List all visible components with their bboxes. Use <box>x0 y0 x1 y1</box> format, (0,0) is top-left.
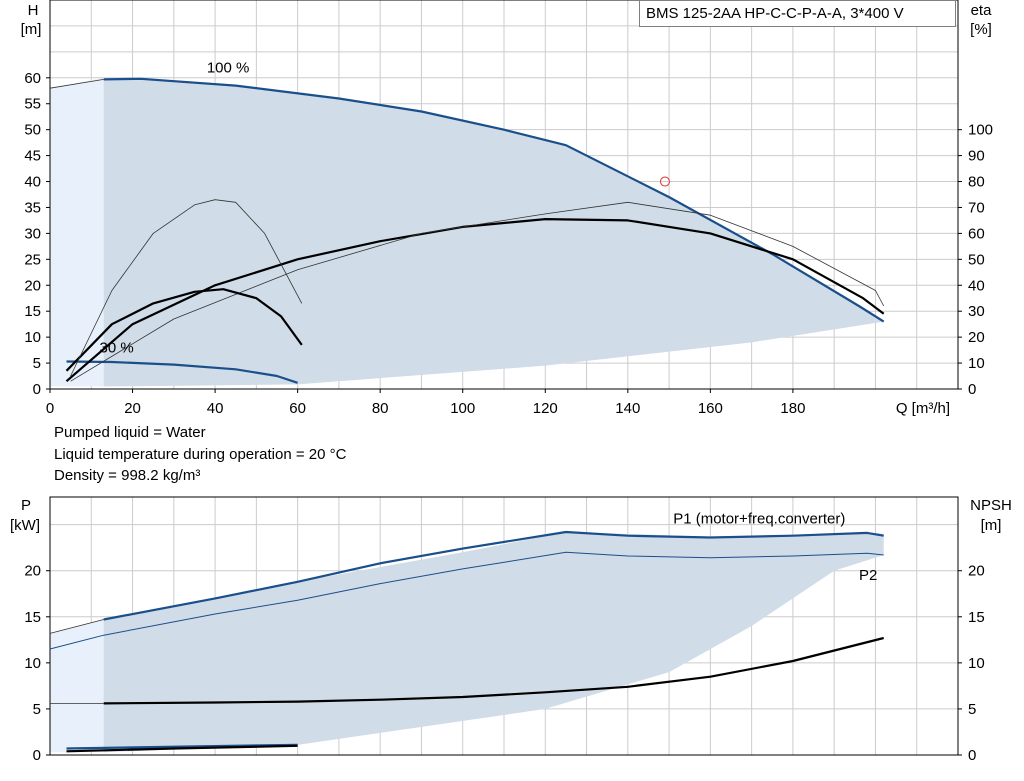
head-efficiency-xtick-label: 40 <box>207 400 224 417</box>
head-efficiency-ytick-label: 45 <box>24 148 41 165</box>
head-efficiency-extension-region <box>50 77 104 387</box>
power-npsh-frame <box>49 496 959 756</box>
head-efficiency-ytick-label: 35 <box>24 199 41 216</box>
power-npsh-y2tick-label: 5 <box>968 701 976 718</box>
power-npsh-y2tick-label: 10 <box>968 655 985 672</box>
head-efficiency-ylabel-line2: [m] <box>21 21 42 38</box>
power-npsh-series-p1-ext <box>49 619 104 634</box>
head-efficiency-ytick-label: 30 <box>24 225 41 242</box>
head-efficiency-ytick-label: 50 <box>24 122 41 139</box>
power-npsh-series-p2 <box>49 551 884 650</box>
head-efficiency-xtick-label: 0 <box>46 400 54 417</box>
head-efficiency-y2label-line2: [%] <box>970 21 992 38</box>
info-pumped-liquid: Pumped liquid = Water <box>54 424 206 441</box>
head-efficiency-y2tick-label: 100 <box>968 122 993 139</box>
power-npsh-series-p1 <box>103 530 884 621</box>
power-npsh-annotation-p2: P2 <box>859 567 877 584</box>
power-npsh-y2tick-label: 20 <box>968 563 985 580</box>
head-efficiency-duty-point-marker <box>659 176 670 187</box>
power-npsh-operating-range <box>103 532 884 753</box>
power-npsh-ylabel-line1: P <box>21 497 31 514</box>
head-efficiency-y2tick-label: 20 <box>968 329 985 346</box>
head-efficiency-ylabel-line1: H <box>28 2 39 19</box>
head-efficiency-xtick-label: 180 <box>780 400 805 417</box>
head-efficiency-series-h-100 <box>103 77 885 323</box>
info-liquid-temperature: Liquid temperature during operation = 20… <box>54 446 347 463</box>
head-efficiency-xtick-label: 120 <box>533 400 558 417</box>
head-efficiency-ytick-label: 5 <box>33 355 41 372</box>
head-efficiency-xtick-label: 80 <box>372 400 389 417</box>
power-npsh-annotation-p1-motor-freq-converter: P1 (motor+freq.converter) <box>673 511 845 528</box>
head-efficiency-ytick-label: 15 <box>24 303 41 320</box>
power-npsh-ytick-label: 20 <box>24 563 41 580</box>
head-efficiency-y2tick-label: 60 <box>968 225 985 242</box>
power-npsh-y2label-line1: NPSH <box>970 497 1012 514</box>
head-efficiency-series-h-100-ext <box>49 79 104 89</box>
power-npsh-series-npsh <box>103 636 884 705</box>
power-npsh-y2tick-label: 0 <box>968 747 976 764</box>
head-efficiency-y2label-line1: eta <box>971 2 993 19</box>
power-npsh-y2tick-label: 15 <box>968 609 985 626</box>
head-efficiency-y2tick-label: 90 <box>968 148 985 165</box>
head-efficiency-ytick-label: 40 <box>24 174 41 191</box>
power-npsh-ytick-label: 5 <box>33 701 41 718</box>
head-efficiency-series-eta-30 <box>65 288 303 372</box>
head-efficiency-xtick-label: 100 <box>450 400 475 417</box>
power-npsh-extension-region <box>50 619 104 753</box>
head-efficiency-xtick-label: 160 <box>698 400 723 417</box>
head-efficiency-ytick-label: 0 <box>33 381 41 398</box>
head-efficiency-frame <box>49 0 959 390</box>
head-efficiency-xtick-label: 140 <box>615 400 640 417</box>
head-efficiency-y2tick-label: 30 <box>968 303 985 320</box>
pump-title: BMS 125-2AA HP-C-C-P-A-A, 3*400 V <box>646 5 904 22</box>
power-npsh-ytick-label: 10 <box>24 655 41 672</box>
head-efficiency-operating-range <box>103 77 884 387</box>
head-efficiency-y2tick-label: 10 <box>968 355 985 372</box>
head-efficiency-ytick-label: 60 <box>24 70 41 87</box>
head-efficiency-ytick-label: 55 <box>24 96 41 113</box>
head-efficiency-xtick-label: 20 <box>124 400 141 417</box>
head-efficiency-xtick-label: 60 <box>289 400 306 417</box>
info-density: Density = 998.2 kg/m³ <box>54 467 201 484</box>
power-npsh-series-p2-30 <box>66 744 298 753</box>
head-efficiency-y2tick-label: 40 <box>968 277 985 294</box>
head-efficiency-annotation-100: 100 % <box>207 60 250 77</box>
head-efficiency-y2tick-label: 80 <box>968 174 985 191</box>
power-npsh-y2label-line2: [m] <box>981 517 1002 534</box>
power-npsh-ytick-label: 15 <box>24 609 41 626</box>
head-efficiency-annotation-30: 30 % <box>100 340 134 357</box>
pump-title-box: BMS 125-2AA HP-C-C-P-A-A, 3*400 V <box>639 0 956 27</box>
head-efficiency-series-eta-100-ext <box>70 201 885 382</box>
head-efficiency-ytick-label: 25 <box>24 251 41 268</box>
head-efficiency-ytick-label: 10 <box>24 329 41 346</box>
head-efficiency-series-h-30 <box>66 360 298 384</box>
head-efficiency-xlabel: Q [m³/h] <box>896 400 950 417</box>
power-npsh-series-p1-30 <box>66 743 298 750</box>
head-efficiency-y2tick-label: 50 <box>968 251 985 268</box>
head-efficiency-y2tick-label: 70 <box>968 199 985 216</box>
head-efficiency-y2tick-label: 0 <box>968 381 976 398</box>
power-npsh-ytick-label: 0 <box>33 747 41 764</box>
head-efficiency-ytick-label: 20 <box>24 277 41 294</box>
head-efficiency-series-eta-30-ext <box>70 199 303 377</box>
power-npsh-ylabel-line2: [kW] <box>10 517 40 534</box>
